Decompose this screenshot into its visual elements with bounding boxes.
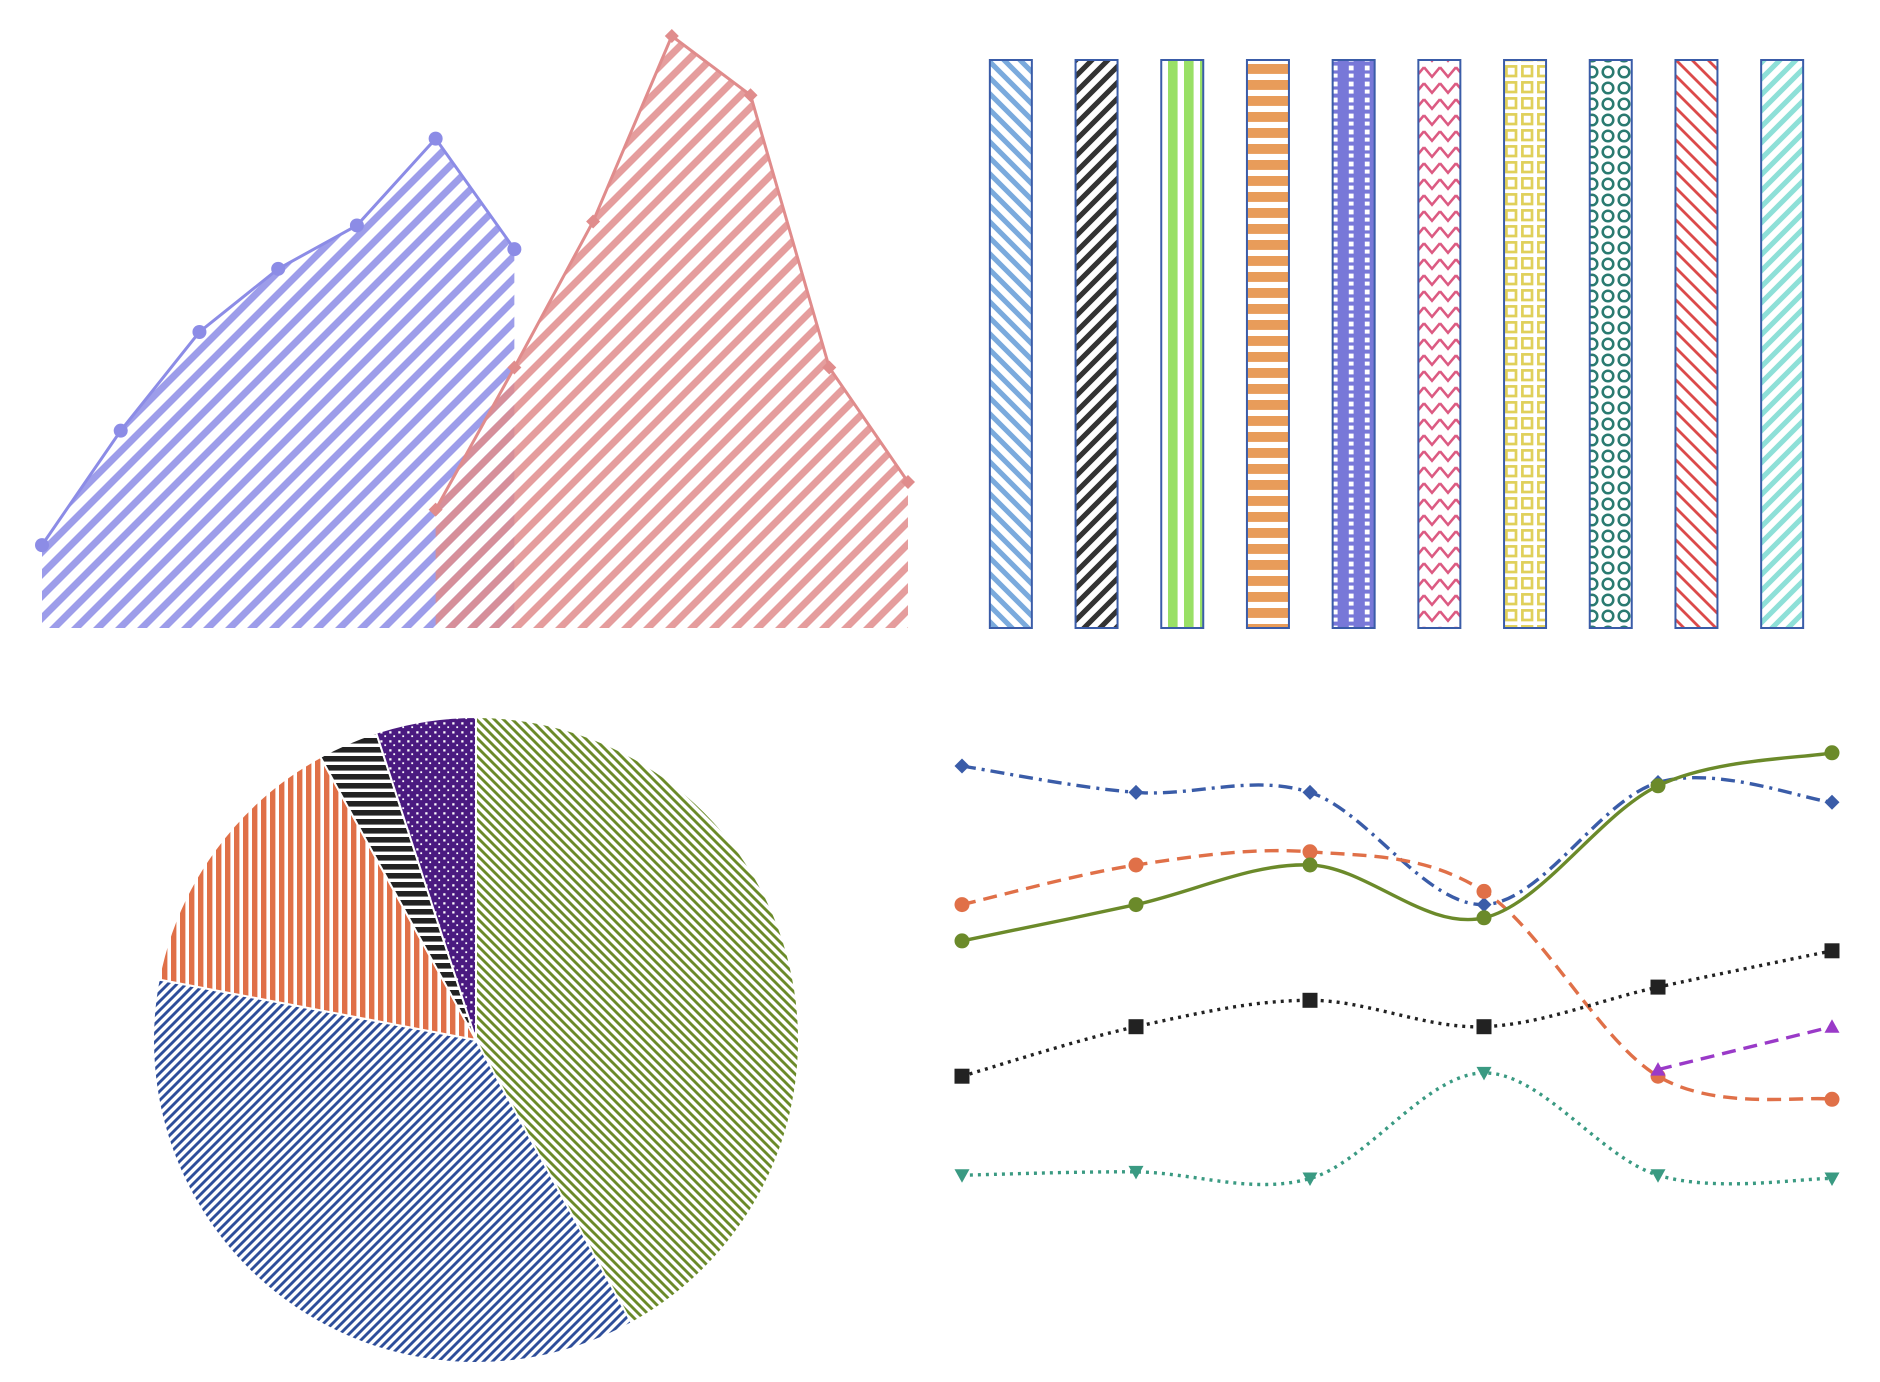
area-point-series-1-7 (507, 242, 522, 257)
area-point-series-1-6 (428, 131, 443, 146)
hatched-bar-9 (1674, 59, 1719, 629)
line-point-series-6-3 (1302, 1172, 1318, 1186)
line-point-series-6-2 (1128, 1165, 1144, 1180)
area-point-series-1-1 (35, 538, 49, 553)
area-point-series-2-2 (507, 360, 522, 375)
line-series-5 (1657, 1025, 1833, 1072)
hatched-bar-5 (1331, 59, 1376, 629)
area-point-series-2-5 (743, 88, 758, 103)
line-point-series-2-4 (1476, 883, 1492, 899)
area-point-series-2-4 (664, 29, 679, 43)
line-point-series-3-2 (1128, 897, 1144, 913)
line-point-series-6-6 (1824, 1172, 1840, 1186)
line-point-series-3-4 (1476, 910, 1492, 926)
pie-slice-1 (475, 715, 801, 1325)
area-point-series-2-3 (586, 214, 601, 229)
hatched-bar-chart-panel (988, 59, 1805, 629)
hatched-bar-7 (1503, 59, 1548, 629)
line-point-series-1-2 (1128, 784, 1144, 800)
line-chart-panel (954, 745, 1840, 1187)
line-point-series-2-6 (1824, 1091, 1840, 1107)
line-point-series-1-4 (1476, 897, 1492, 913)
area-point-series-2-7 (901, 474, 915, 489)
line-point-series-4-6 (1824, 943, 1840, 959)
line-series-6 (961, 1071, 1833, 1187)
line-series-2 (961, 848, 1833, 1102)
pie-slice-5 (374, 715, 477, 1041)
hatched-bar-6 (1417, 59, 1462, 629)
hatched-bar-3 (1160, 59, 1205, 629)
line-point-series-1-3 (1302, 784, 1318, 800)
line-point-series-6-5 (1650, 1169, 1666, 1183)
line-point-series-6-4 (1476, 1066, 1492, 1081)
hatched-bar-1 (988, 59, 1033, 629)
line-point-series-1-1 (954, 758, 970, 774)
pie-slice-3 (157, 755, 478, 1042)
pie-chart-panel (152, 715, 801, 1364)
area-fill-series-2 (435, 36, 908, 628)
line-point-series-2-3 (1302, 844, 1318, 860)
area-point-series-1-5 (349, 218, 364, 233)
line-point-series-3-5 (1650, 778, 1666, 794)
line-point-series-4-2 (1128, 1019, 1144, 1035)
area-point-series-2-6 (822, 360, 837, 375)
area-point-series-1-2 (113, 423, 128, 438)
line-point-series-4-3 (1302, 992, 1318, 1008)
line-point-series-3-6 (1824, 745, 1840, 761)
line-point-series-4-4 (1476, 1019, 1492, 1035)
line-point-series-5-2 (1824, 1019, 1840, 1033)
line-series-1 (961, 764, 1833, 907)
area-fill-series-1 (42, 138, 515, 628)
hatched-bar-4 (1245, 59, 1290, 629)
hatched-bar-8 (1588, 59, 1633, 629)
line-point-series-3-3 (1302, 857, 1318, 873)
line-point-series-1-6 (1824, 794, 1840, 810)
hatched-bar-10 (1760, 59, 1805, 629)
area-point-series-2-1 (428, 502, 443, 517)
line-point-series-2-1 (954, 897, 970, 913)
line-point-series-6-1 (954, 1169, 970, 1183)
hatched-bar-2 (1074, 59, 1119, 629)
area-chart-panel (35, 29, 915, 628)
pie-slice-2 (152, 978, 633, 1364)
line-point-series-4-1 (954, 1068, 970, 1084)
line-point-series-2-2 (1128, 857, 1144, 873)
line-series-3 (961, 751, 1833, 943)
area-point-series-1-3 (192, 325, 207, 339)
line-point-series-4-5 (1650, 979, 1666, 995)
line-point-series-3-1 (954, 933, 970, 949)
area-point-series-1-4 (271, 261, 286, 276)
line-point-series-5-1 (1650, 1062, 1666, 1076)
